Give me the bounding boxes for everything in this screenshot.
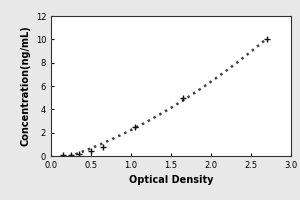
Point [265,38,269,41]
Point [61,154,65,157]
Point [88,150,93,153]
Point [100,145,105,148]
Point [76,152,81,155]
Point [133,125,137,128]
Y-axis label: Concentration(ng/mL): Concentration(ng/mL) [20,26,30,146]
Point [181,96,185,99]
X-axis label: Optical Density: Optical Density [129,175,213,185]
Point [69,153,74,156]
